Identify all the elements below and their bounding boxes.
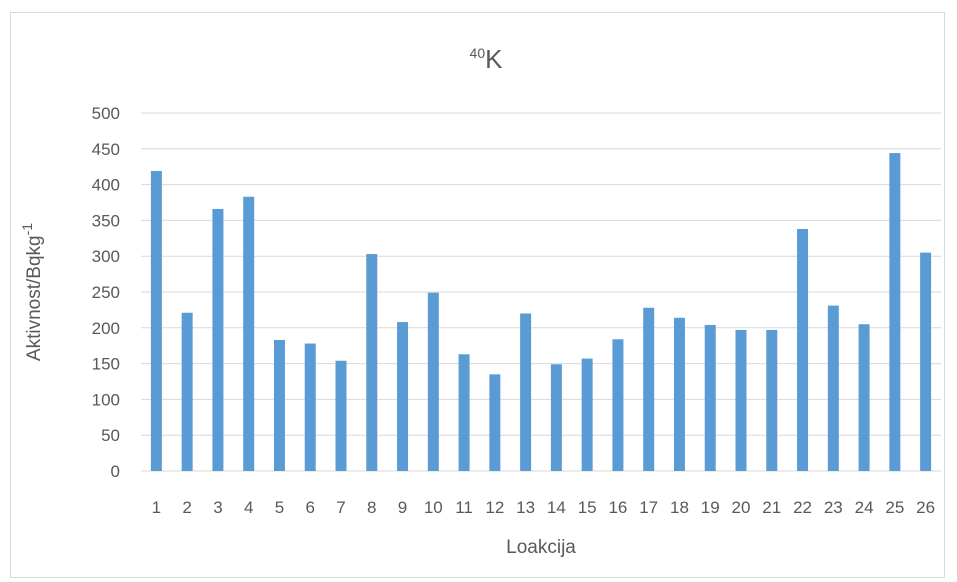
y-axis-title-superscript: -1 bbox=[19, 223, 35, 236]
bar-13 bbox=[520, 313, 532, 471]
bar-17 bbox=[643, 307, 655, 471]
y-tick-label: 100 bbox=[92, 390, 120, 409]
bar-19 bbox=[704, 324, 716, 471]
chart-frame bbox=[10, 12, 945, 578]
y-axis-title: Aktivnost/Bqkg-1 bbox=[19, 223, 45, 361]
y-tick-label: 350 bbox=[92, 211, 120, 230]
chart-title: 40K bbox=[470, 44, 504, 74]
x-tick-label: 2 bbox=[182, 498, 191, 517]
gridlines bbox=[141, 112, 941, 472]
x-tick-label: 17 bbox=[639, 498, 658, 517]
bar-26 bbox=[920, 252, 932, 471]
y-tick-labels: 0 50 100 150 200 250 300 350 400 450 500 bbox=[92, 104, 120, 481]
bar-15 bbox=[581, 358, 593, 471]
x-tick-label: 22 bbox=[793, 498, 812, 517]
x-axis-title: Loakcija bbox=[506, 537, 576, 558]
bar-12 bbox=[489, 374, 501, 471]
x-tick-label: 23 bbox=[824, 498, 843, 517]
x-tick-label: 6 bbox=[305, 498, 314, 517]
bar-3 bbox=[212, 208, 224, 471]
y-tick-label: 500 bbox=[92, 104, 120, 123]
x-tick-label: 3 bbox=[213, 498, 222, 517]
chart-title-main: K bbox=[485, 44, 503, 74]
y-tick-label: 0 bbox=[111, 462, 120, 481]
x-tick-label: 16 bbox=[608, 498, 627, 517]
x-tick-label: 12 bbox=[485, 498, 504, 517]
x-tick-label: 14 bbox=[547, 498, 566, 517]
bars bbox=[150, 153, 932, 471]
bar-6 bbox=[304, 343, 316, 471]
x-tick-label: 10 bbox=[424, 498, 443, 517]
x-tick-label: 1 bbox=[152, 498, 161, 517]
y-tick-label: 200 bbox=[92, 319, 120, 338]
y-tick-label: 300 bbox=[92, 247, 120, 266]
x-tick-label: 11 bbox=[455, 498, 473, 517]
x-tick-label: 8 bbox=[367, 498, 376, 517]
bar-7 bbox=[335, 360, 347, 471]
chart-title-superscript: 40 bbox=[470, 45, 486, 61]
y-tick-label: 150 bbox=[92, 355, 120, 374]
bar-25 bbox=[889, 153, 901, 471]
bar-23 bbox=[827, 305, 839, 471]
y-tick-label: 450 bbox=[92, 140, 120, 159]
bar-22 bbox=[797, 228, 809, 471]
bar-24 bbox=[858, 324, 870, 471]
x-tick-label: 13 bbox=[516, 498, 535, 517]
x-tick-label: 7 bbox=[336, 498, 345, 517]
bar-1 bbox=[150, 170, 162, 471]
x-tick-label: 24 bbox=[855, 498, 874, 517]
x-tick-label: 18 bbox=[670, 498, 689, 517]
bar-16 bbox=[612, 339, 624, 471]
x-tick-label: 20 bbox=[732, 498, 751, 517]
bar-18 bbox=[673, 317, 685, 471]
bar-10 bbox=[427, 292, 439, 471]
y-axis-title-main: Aktivnost/Bqkg bbox=[24, 235, 45, 361]
bar-9 bbox=[397, 322, 409, 471]
x-tick-label: 15 bbox=[578, 498, 597, 517]
bar-4 bbox=[243, 196, 255, 471]
x-tick-label: 21 bbox=[762, 498, 781, 517]
x-tick-label: 25 bbox=[885, 498, 904, 517]
y-tick-label: 400 bbox=[92, 176, 120, 195]
x-tick-label: 19 bbox=[701, 498, 720, 517]
bar-20 bbox=[735, 329, 747, 471]
bar-14 bbox=[550, 364, 562, 471]
x-tick-labels: 1 2 3 4 5 6 7 8 9 10 11 12 13 14 15 16 17 18 19 20 21 22 23 24 2… bbox=[152, 498, 935, 517]
x-tick-label: 5 bbox=[275, 498, 284, 517]
y-tick-label: 50 bbox=[101, 426, 120, 445]
bar-5 bbox=[273, 339, 285, 471]
x-tick-label: 9 bbox=[398, 498, 407, 517]
bar-2 bbox=[181, 312, 193, 471]
x-tick-label: 4 bbox=[244, 498, 253, 517]
bar-21 bbox=[766, 329, 778, 471]
x-tick-label: 26 bbox=[916, 498, 935, 517]
bar-11 bbox=[458, 354, 470, 471]
bar-8 bbox=[366, 254, 378, 471]
y-tick-label: 250 bbox=[92, 283, 120, 302]
